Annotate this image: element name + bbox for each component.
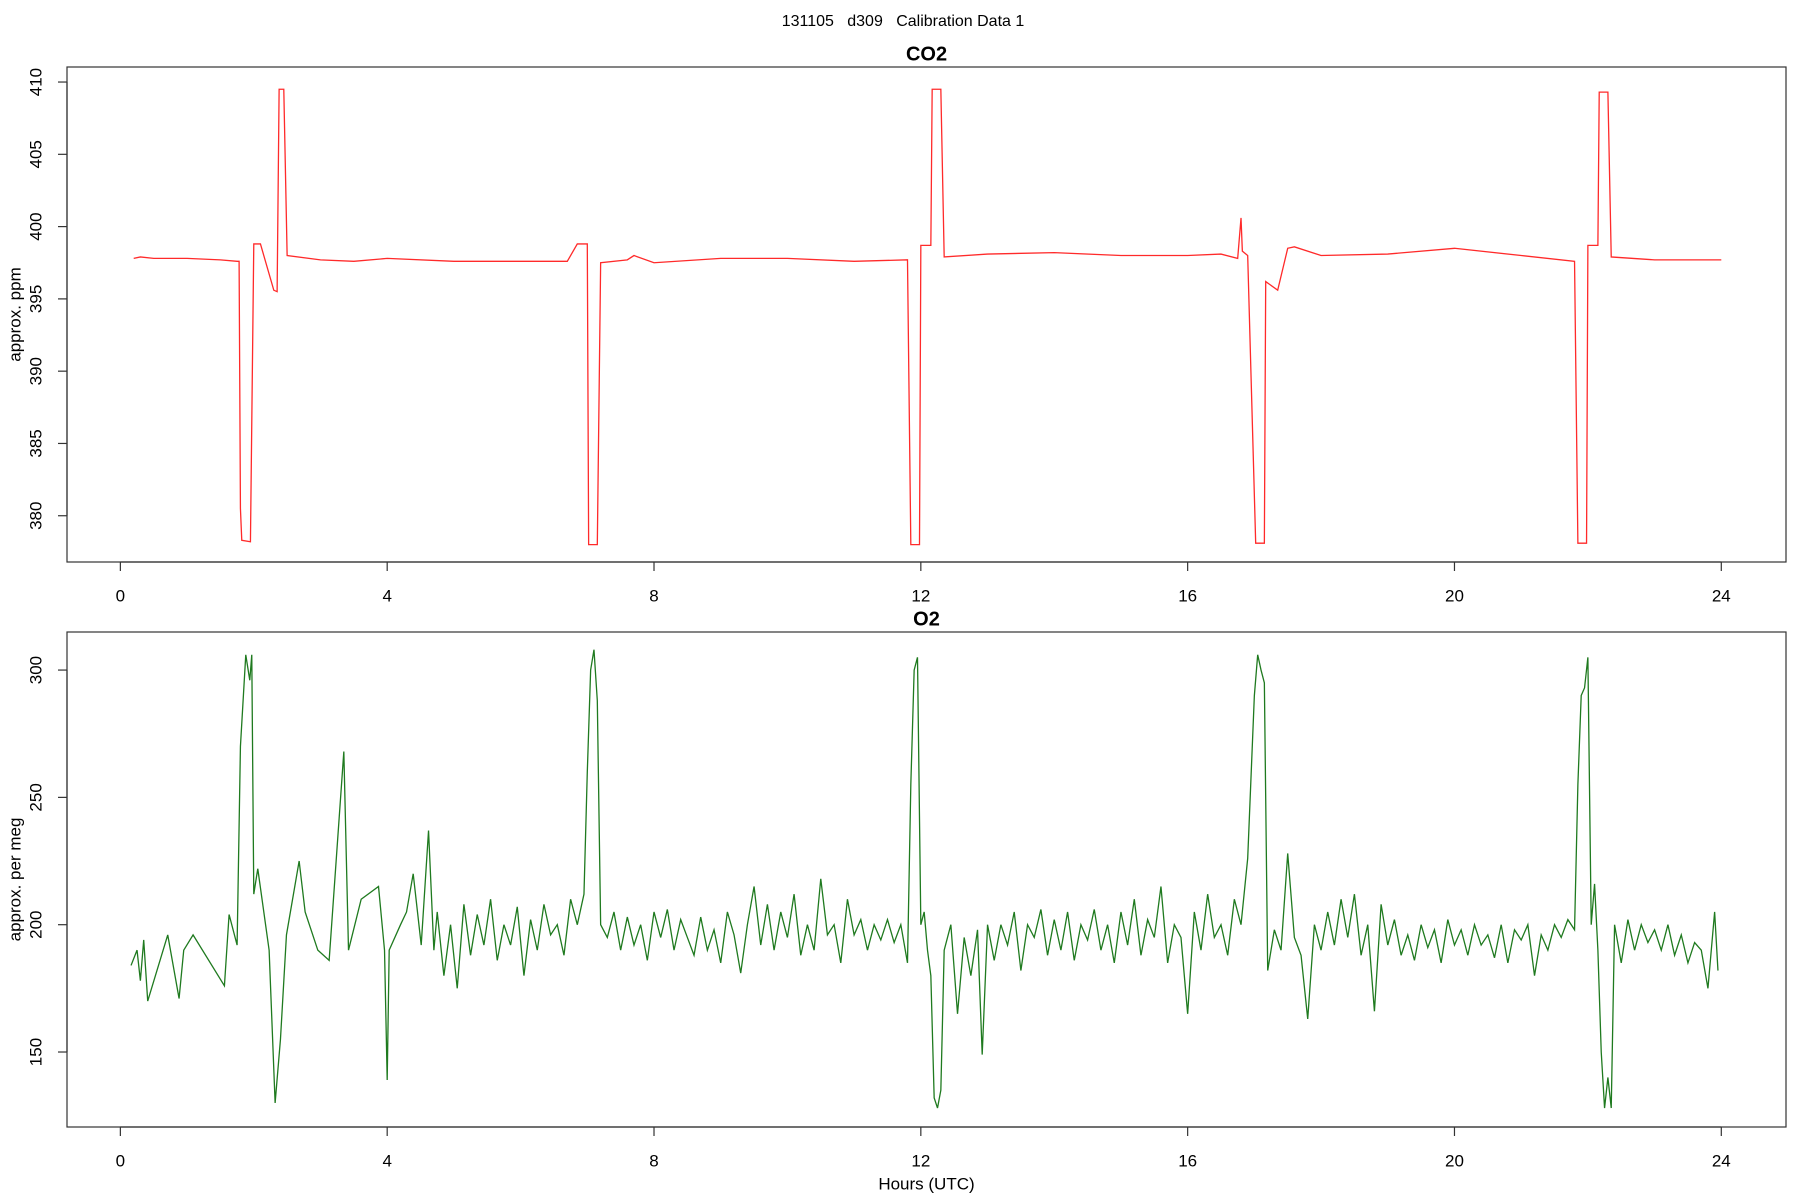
y-tick-label: 380 bbox=[26, 502, 45, 530]
y-axis-label: approx. per meg bbox=[5, 818, 24, 942]
data-line bbox=[133, 88, 1722, 546]
y-tick-label: 410 bbox=[26, 68, 45, 96]
x-tick-label: 20 bbox=[1445, 586, 1464, 605]
plot-frame bbox=[66, 631, 1787, 1128]
x-tick-label: 0 bbox=[116, 586, 125, 605]
y-tick-label: 390 bbox=[26, 357, 45, 385]
plot-frame bbox=[66, 66, 1787, 563]
x-tick-label: 4 bbox=[382, 1151, 391, 1170]
y-tick-label: 150 bbox=[26, 1038, 45, 1066]
x-tick-label: 20 bbox=[1445, 1151, 1464, 1170]
y-tick-label: 400 bbox=[26, 212, 45, 240]
panel-title: CO2 bbox=[906, 43, 947, 65]
y-tick-label: 300 bbox=[26, 656, 45, 684]
panel-title: O2 bbox=[913, 608, 940, 630]
y-tick-label: 200 bbox=[26, 911, 45, 939]
x-tick-label: 16 bbox=[1178, 586, 1197, 605]
y-tick-label: 250 bbox=[26, 783, 45, 811]
x-tick-label: 24 bbox=[1712, 586, 1731, 605]
x-tick-label: 12 bbox=[911, 586, 930, 605]
y-tick-label: 385 bbox=[26, 429, 45, 457]
x-tick-label: 8 bbox=[649, 586, 658, 605]
chart-title: 131105 d309 Calibration Data 1 bbox=[782, 13, 1025, 30]
x-tick-label: 16 bbox=[1178, 1151, 1197, 1170]
x-tick-label: 4 bbox=[382, 586, 391, 605]
x-tick-label: 8 bbox=[649, 1151, 658, 1170]
x-tick-label: 0 bbox=[116, 1151, 125, 1170]
x-axis-label: Hours (UTC) bbox=[878, 1174, 974, 1193]
data-line bbox=[130, 649, 1719, 1109]
x-tick-label: 12 bbox=[911, 1151, 930, 1170]
y-tick-label: 405 bbox=[26, 140, 45, 168]
y-tick-label: 395 bbox=[26, 285, 45, 313]
y-axis-label: approx. ppm bbox=[5, 267, 24, 362]
x-tick-label: 24 bbox=[1712, 1151, 1731, 1170]
